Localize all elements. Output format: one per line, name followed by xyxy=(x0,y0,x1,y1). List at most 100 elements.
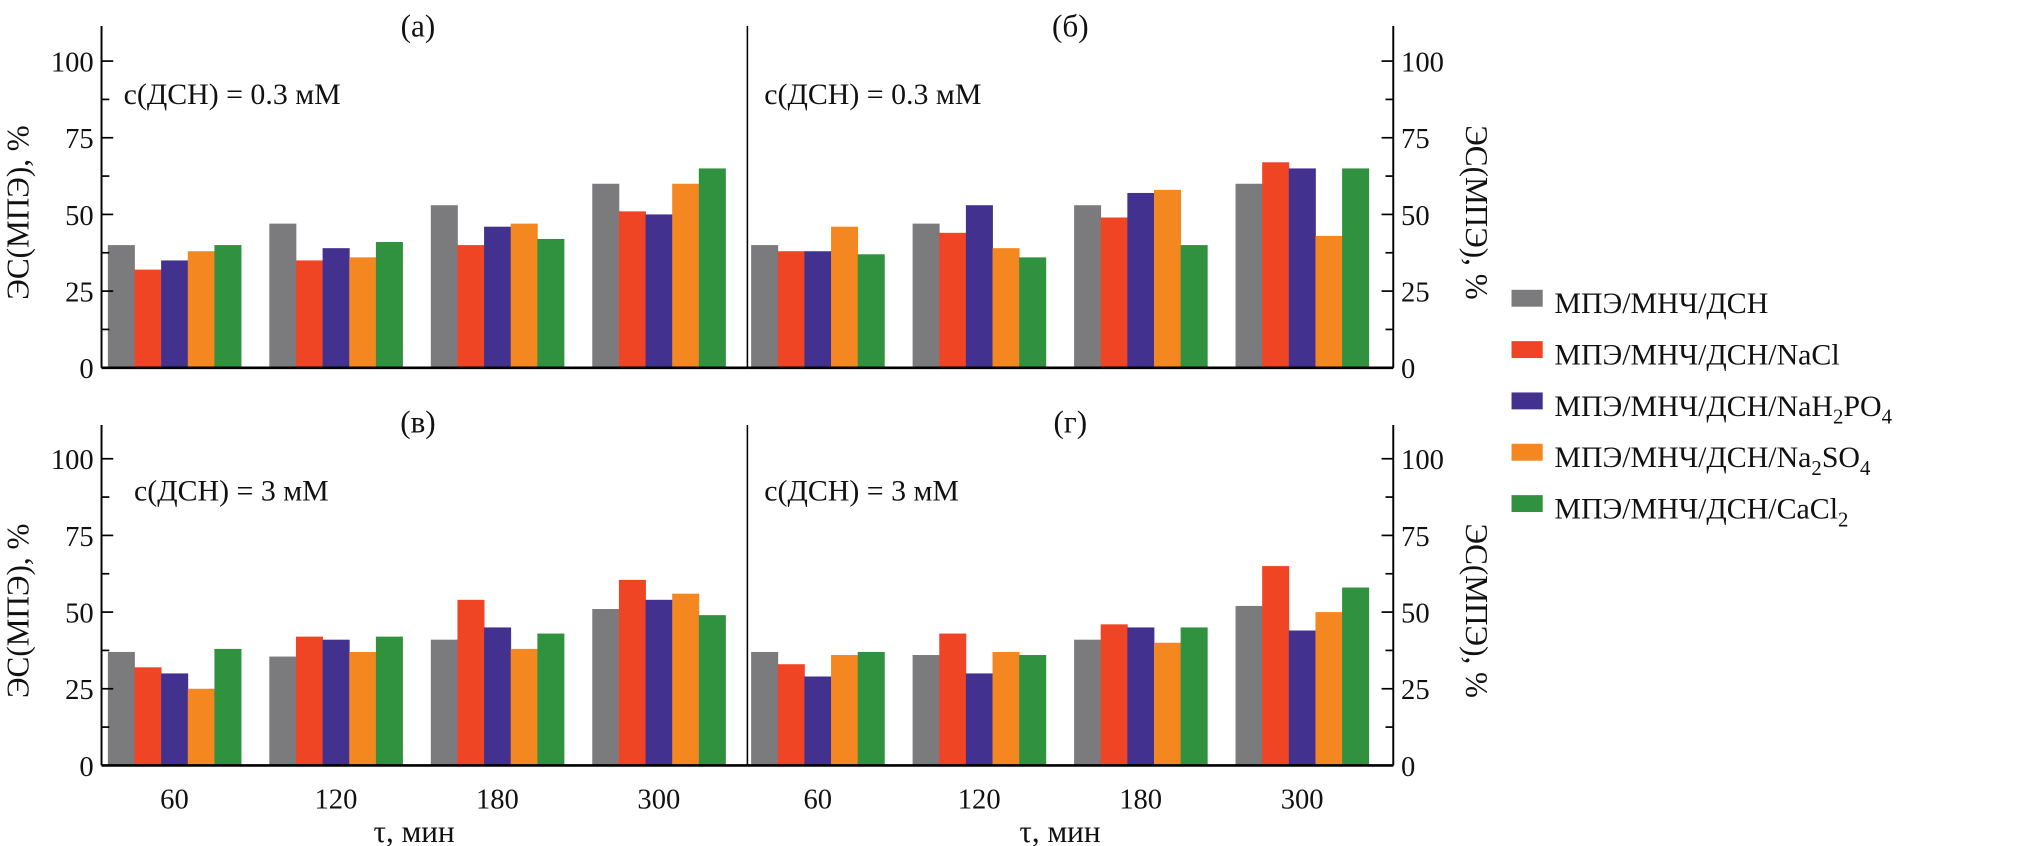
bar-panel4-series1-cat-300 xyxy=(1235,605,1263,766)
y-tick-label: 100 xyxy=(51,445,94,476)
bar-panel2-series5-cat-120 xyxy=(1019,257,1047,368)
y-axis-label: ЭС(МПЭ), % xyxy=(1459,524,1494,698)
y-tick-label: 100 xyxy=(51,47,94,78)
bar-panel4-series2-cat-120 xyxy=(939,633,967,766)
bar-panel2-series4-cat-300 xyxy=(1315,235,1343,368)
bar-panel2-series1-cat-120 xyxy=(912,223,940,368)
bar-panel2-series3-cat-120 xyxy=(965,205,993,368)
legend-subscript: 2 xyxy=(1811,457,1821,480)
bar-panel2-series2-cat-180 xyxy=(1100,217,1128,368)
legend-text-part: SO xyxy=(1822,441,1860,474)
bar-panel4-series3-cat-180 xyxy=(1127,627,1155,766)
x-axis-label: τ, мин xyxy=(373,814,454,846)
bar-panel3-series5-cat-60 xyxy=(214,648,242,766)
y-tick-label: 100 xyxy=(1401,445,1444,476)
legend-entry-5: МПЭ/МНЧ/ДСН/CaCl2 xyxy=(1554,493,1848,532)
panel-label: (в) xyxy=(400,405,435,440)
legend-subscript: 4 xyxy=(1882,406,1893,429)
y-tick-label: 25 xyxy=(1401,277,1430,308)
panel-label: (а) xyxy=(401,8,436,43)
bar-panel3-series2-cat-60 xyxy=(134,667,162,766)
panel-label: (б) xyxy=(1052,8,1089,43)
bar-panel4-series3-cat-60 xyxy=(804,676,832,766)
y-tick-label: 75 xyxy=(1401,124,1430,155)
bar-panel3-series5-cat-120 xyxy=(375,636,403,766)
bar-panel2-series2-cat-60 xyxy=(777,251,805,368)
legend-swatch-1 xyxy=(1511,289,1543,307)
bar-panel1-series2-cat-60 xyxy=(134,269,162,368)
concentration-annotation: c(ДСН) = 3 мМ xyxy=(764,474,959,507)
bar-panel4-series4-cat-300 xyxy=(1315,612,1343,766)
y-axis-label: ЭС(МПЭ), % xyxy=(1459,125,1494,299)
x-tick-label: 180 xyxy=(1119,784,1162,815)
concentration-annotation: c(ДСН) = 0.3 мМ xyxy=(124,78,341,111)
y-tick-label: 0 xyxy=(1401,354,1415,385)
bar-panel4-series5-cat-60 xyxy=(857,651,885,766)
bar-panel4-series2-cat-180 xyxy=(1100,624,1128,766)
y-tick-label: 25 xyxy=(1401,675,1430,706)
x-tick-label: 60 xyxy=(803,784,832,815)
legend-swatch-3 xyxy=(1511,392,1543,410)
legend-entry-2: МПЭ/МНЧ/ДСН/NaCl xyxy=(1554,339,1839,372)
y-tick-label: 75 xyxy=(65,124,94,155)
bar-panel1-series1-cat-120 xyxy=(269,223,297,368)
y-tick-label: 50 xyxy=(65,598,94,629)
legend-text-part: МПЭ/МНЧ/ДСН/Na xyxy=(1554,441,1811,474)
y-axis-label: ЭС(МПЭ), % xyxy=(1,524,36,699)
panel-label: (г) xyxy=(1054,405,1088,440)
bar-panel4-series2-cat-60 xyxy=(777,664,805,766)
bar-panel4-series1-cat-60 xyxy=(751,651,779,766)
bar-panel1-series3-cat-300 xyxy=(645,214,673,368)
bar-panel4-series1-cat-180 xyxy=(1074,639,1102,766)
bar-panel1-series1-cat-180 xyxy=(430,205,458,368)
bar-panel1-series1-cat-60 xyxy=(107,245,135,368)
bar-panel3-series5-cat-300 xyxy=(698,615,726,766)
bar-panel1-series3-cat-60 xyxy=(161,260,189,368)
bar-panel2-series4-cat-60 xyxy=(831,226,859,368)
bar-panel2-series1-cat-180 xyxy=(1074,205,1102,368)
bar-panel2-series3-cat-300 xyxy=(1288,168,1316,368)
y-tick-label: 0 xyxy=(79,354,93,385)
y-tick-label: 50 xyxy=(65,201,94,232)
bar-panel2-series4-cat-120 xyxy=(992,248,1020,368)
bar-panel1-series5-cat-180 xyxy=(537,238,565,368)
bar-panel1-series5-cat-60 xyxy=(214,245,242,368)
bar-panel1-series4-cat-180 xyxy=(510,223,538,368)
x-axis-label: τ, мин xyxy=(1019,814,1100,846)
bar-panel3-series3-cat-300 xyxy=(645,599,673,766)
y-tick-label: 50 xyxy=(1401,598,1430,629)
legend-entry-4: МПЭ/МНЧ/ДСН/Na2SO4 xyxy=(1554,441,1871,480)
y-tick-label: 0 xyxy=(79,752,93,783)
y-tick-label: 50 xyxy=(1401,201,1430,232)
bar-panel4-series4-cat-180 xyxy=(1153,642,1182,766)
bar-panel3-series4-cat-180 xyxy=(510,648,538,766)
bar-panel3-series1-cat-120 xyxy=(269,656,297,766)
bar-panel2-series4-cat-180 xyxy=(1153,189,1182,368)
bar-panel4-series5-cat-120 xyxy=(1019,655,1047,766)
bar-panel3-series3-cat-180 xyxy=(484,627,512,766)
bar-panel3-series3-cat-60 xyxy=(161,673,189,766)
bar-panel1-series3-cat-180 xyxy=(484,226,512,368)
y-axis-label: ЭС(МПЭ), % xyxy=(1,125,36,300)
bar-panel3-series2-cat-180 xyxy=(457,599,485,766)
bar-panel4-series2-cat-300 xyxy=(1262,566,1290,766)
bar-panel3-series1-cat-180 xyxy=(430,639,458,766)
bar-panel3-series4-cat-60 xyxy=(187,688,215,766)
legend-subscript: 2 xyxy=(1833,406,1843,429)
concentration-annotation: c(ДСН) = 0.3 мМ xyxy=(764,78,981,111)
legend-text-part: МПЭ/МНЧ/ДСН/CaCl xyxy=(1554,493,1838,526)
y-tick-label: 75 xyxy=(65,522,94,553)
bar-panel2-series5-cat-300 xyxy=(1342,168,1370,368)
bar-panel2-series1-cat-300 xyxy=(1235,183,1263,368)
legend-subscript: 4 xyxy=(1860,457,1871,480)
bar-panel4-series4-cat-60 xyxy=(831,655,859,766)
y-tick-label: 25 xyxy=(65,277,94,308)
legend-text-part: МПЭ/МНЧ/ДСН xyxy=(1554,287,1768,320)
bar-panel3-series5-cat-180 xyxy=(537,633,565,766)
bar-panel1-series3-cat-120 xyxy=(322,248,350,368)
bar-panel1-series5-cat-120 xyxy=(375,242,403,368)
x-tick-label: 120 xyxy=(958,784,1001,815)
bar-panel1-series5-cat-300 xyxy=(698,168,726,368)
bar-panel2-series5-cat-180 xyxy=(1180,245,1208,368)
bar-panel3-series4-cat-300 xyxy=(672,593,700,766)
